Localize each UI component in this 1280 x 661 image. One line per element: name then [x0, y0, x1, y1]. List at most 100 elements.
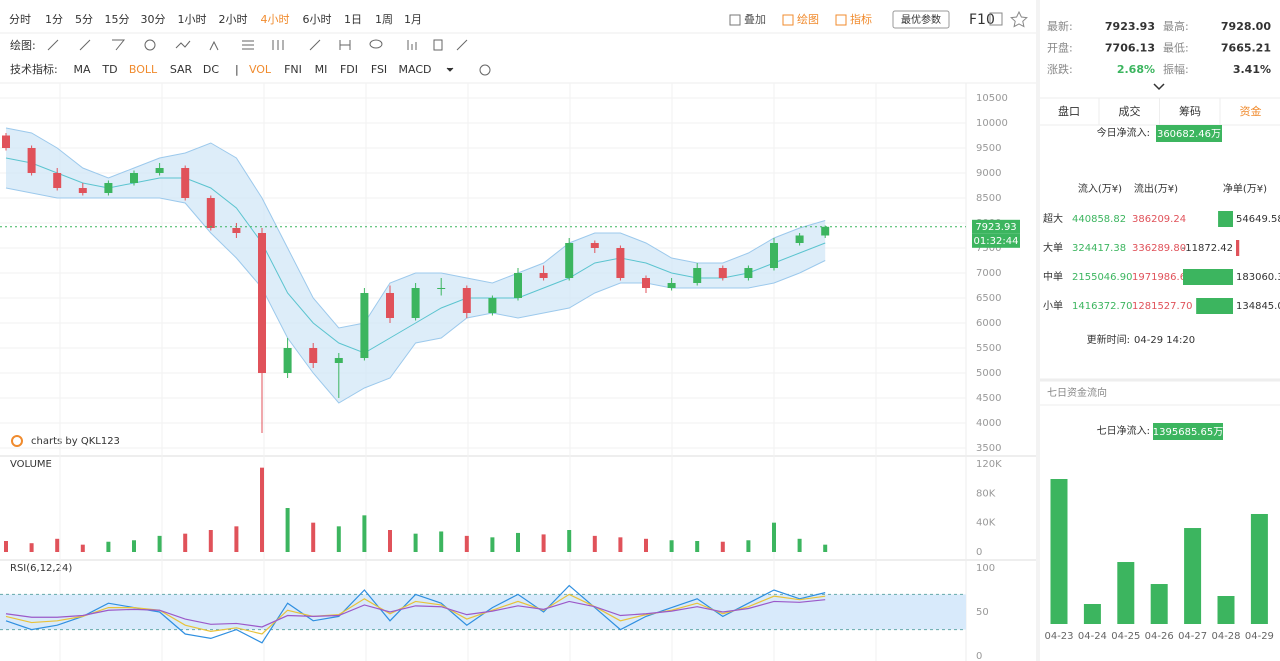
indicator[interactable]: DC	[203, 63, 219, 76]
indicator[interactable]: BOLL	[129, 63, 158, 76]
net-label: -11872.42	[1182, 243, 1233, 254]
interval-tab[interactable]: 1分	[45, 13, 63, 26]
column-header: 净单(万¥)	[1223, 182, 1267, 195]
indicator[interactable]: SAR	[170, 63, 193, 76]
fullscreen-icon[interactable]	[989, 12, 1003, 26]
interval-tab[interactable]: 2小时	[219, 13, 248, 26]
net-bar	[1218, 211, 1233, 227]
y-tick-label: 5000	[976, 368, 1001, 379]
action[interactable]: 绘图	[797, 12, 819, 26]
indicator[interactable]: FSI	[371, 63, 387, 76]
today-box	[1156, 125, 1222, 142]
candle-body	[27, 148, 36, 173]
bar	[1150, 584, 1168, 624]
dropdown-icon[interactable]	[446, 67, 454, 72]
net-label: 134845.00	[1236, 301, 1280, 312]
best-params-box[interactable]	[892, 10, 950, 29]
interval-tab[interactable]: 6小时	[303, 13, 332, 26]
candle-body	[770, 243, 778, 268]
indicator[interactable]: MI	[315, 63, 328, 76]
expand-icon[interactable]	[1153, 83, 1165, 91]
bar	[1250, 513, 1268, 624]
x-tick-label: 04-26	[1145, 631, 1174, 642]
inflow: 440858.82	[1072, 214, 1126, 225]
interval-tab[interactable]: 分时	[9, 13, 31, 26]
quote-label: 最新:	[1047, 19, 1073, 33]
y-tick-label: 6000	[976, 318, 1001, 329]
y-tick-label: 5500	[976, 343, 1001, 354]
indicator[interactable]: MA	[73, 63, 90, 76]
volume-bar	[183, 533, 188, 552]
action-icon[interactable]	[782, 14, 794, 26]
interval-tab[interactable]: 1月	[404, 13, 422, 26]
net-bar	[1196, 298, 1233, 314]
today-value: 360682.46万	[1157, 129, 1221, 140]
tab[interactable]: 资金	[1240, 104, 1262, 118]
y-tick-label: 10500	[976, 93, 1008, 104]
y-tick-label: 40K	[976, 518, 996, 529]
indicator[interactable]: TD	[101, 63, 117, 76]
x-tick-label: 04-29	[1245, 631, 1274, 642]
net-bar	[1236, 240, 1240, 256]
interval-tab[interactable]: 1周	[375, 13, 393, 26]
action-icon[interactable]	[729, 14, 741, 26]
tab[interactable]: 成交	[1119, 104, 1141, 118]
indicator[interactable]: VOL	[249, 63, 272, 76]
action[interactable]: 指标	[850, 12, 872, 26]
panel-divider	[1036, 0, 1040, 661]
interval-tab[interactable]: 4小时	[261, 13, 290, 26]
outflow: 1281527.70	[1132, 301, 1192, 312]
indicator[interactable]: FDI	[340, 63, 358, 76]
y-tick-label: 8500	[976, 193, 1001, 204]
quote-value: 7665.21	[1221, 42, 1271, 55]
star-icon[interactable]	[1010, 10, 1028, 28]
candle-body	[386, 293, 394, 318]
last-price-box	[972, 219, 1020, 234]
seven-day-label: 七日净流入:	[1097, 424, 1150, 437]
x-tick-label: 04-27	[1178, 631, 1207, 642]
inflow: 2155046.90	[1072, 272, 1132, 283]
bar	[1217, 596, 1235, 624]
candle-body	[232, 228, 241, 233]
candle-body	[514, 273, 522, 298]
separator: |	[235, 63, 239, 76]
y-tick-label: 7000	[976, 268, 1001, 279]
countdown: 01:32:44	[974, 236, 1019, 247]
rsi-title: RSI(6,12,24)	[10, 563, 72, 574]
action-icon[interactable]	[835, 14, 847, 26]
interval-tab[interactable]: 15分	[105, 13, 130, 26]
interval-tab[interactable]: 5分	[75, 13, 93, 26]
row-name: 小单	[1043, 300, 1063, 312]
tab[interactable]: 筹码	[1179, 104, 1201, 118]
indicator[interactable]: MACD	[399, 63, 432, 76]
quote-value: 7706.13	[1105, 42, 1155, 55]
countdown-box	[972, 233, 1020, 248]
seven-day-value: 1395685.65万	[1153, 427, 1223, 438]
candle-body	[283, 348, 292, 373]
volume-bar	[4, 541, 8, 552]
volume-bar	[464, 535, 469, 552]
volume-bar	[336, 526, 341, 552]
volume-bar	[413, 533, 418, 552]
f10[interactable]: F10	[969, 12, 995, 28]
interval-tab[interactable]: 1小时	[178, 13, 207, 26]
best-params[interactable]: 最优参数	[901, 13, 941, 26]
volume-bar	[234, 526, 239, 552]
tab[interactable]: 盘口	[1058, 104, 1080, 118]
indicator[interactable]: FNI	[284, 63, 302, 76]
row-name: 超大	[1043, 212, 1063, 225]
volume-bar	[55, 538, 60, 552]
x-tick-label: 04-25	[1111, 631, 1140, 642]
candle-body	[130, 173, 138, 183]
bar	[1117, 562, 1135, 624]
volume-bar	[797, 538, 802, 552]
candle-body	[78, 188, 87, 193]
action[interactable]: 叠加	[744, 13, 766, 26]
interval-tab[interactable]: 30分	[141, 13, 166, 26]
interval-tab[interactable]: 1日	[344, 13, 362, 26]
volume-bar	[644, 538, 648, 552]
candle-body	[795, 235, 804, 243]
quote-value: 3.41%	[1233, 63, 1271, 76]
volume-bar	[311, 522, 316, 552]
